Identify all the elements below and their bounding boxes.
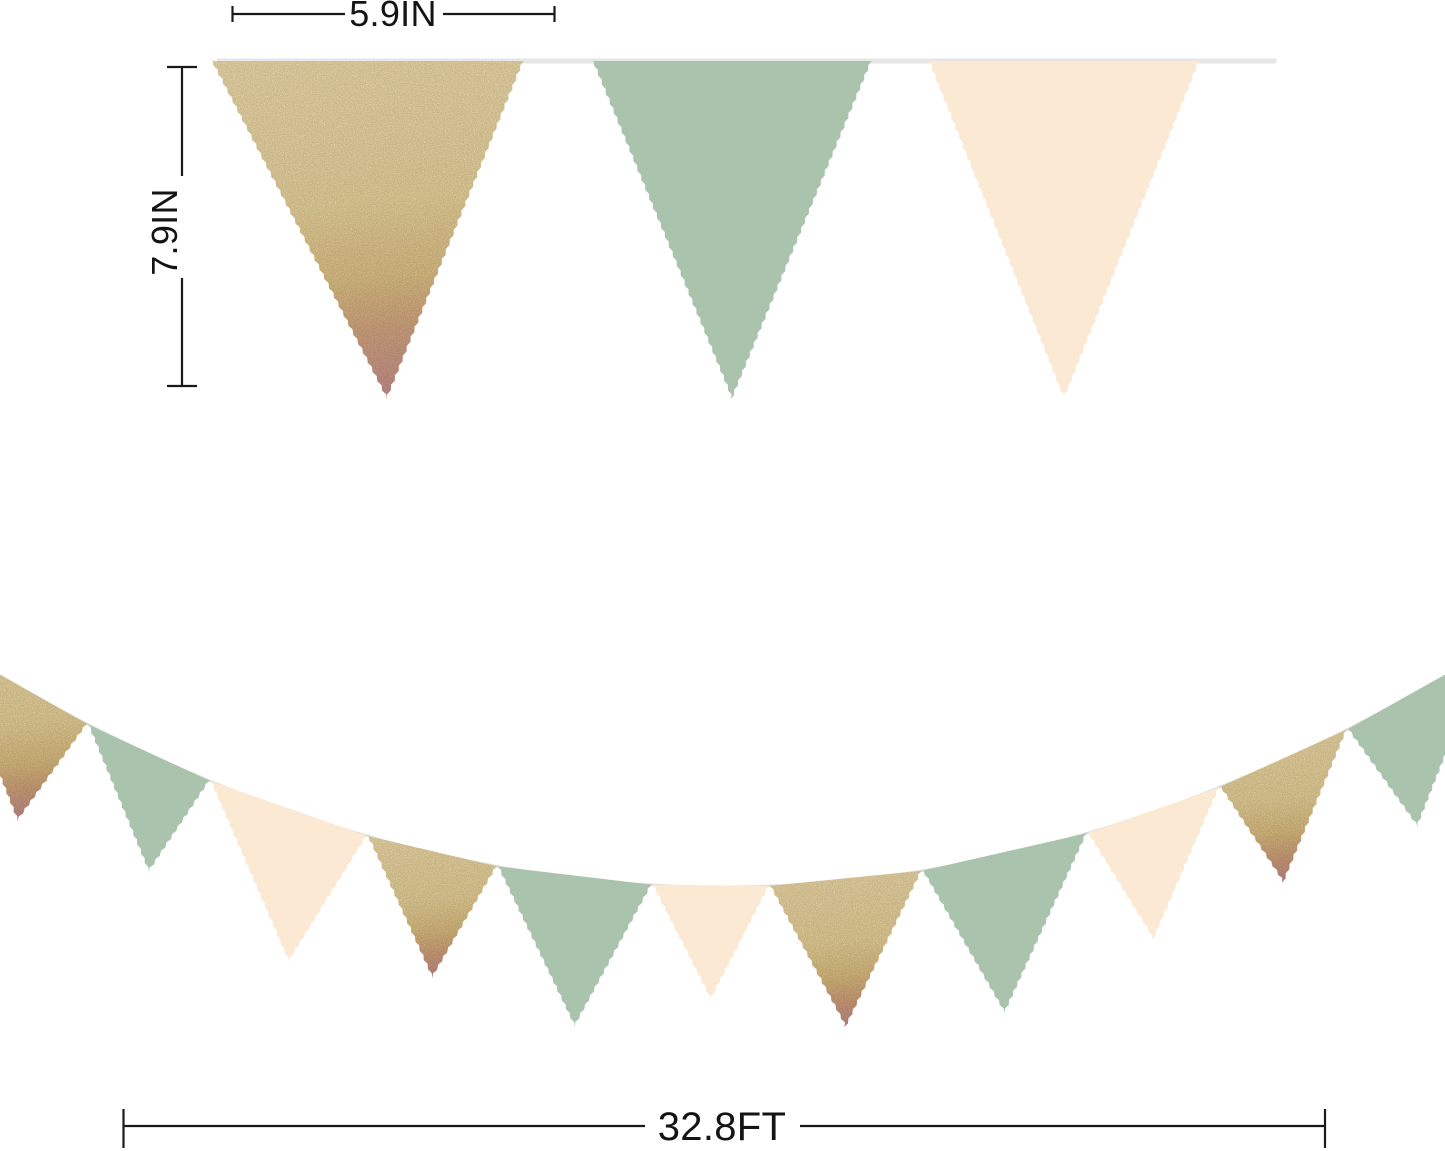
svg-text:5.9IN: 5.9IN [349,0,437,34]
svg-text:7.9IN: 7.9IN [144,188,185,276]
svg-text:32.8FT: 32.8FT [658,1105,787,1149]
